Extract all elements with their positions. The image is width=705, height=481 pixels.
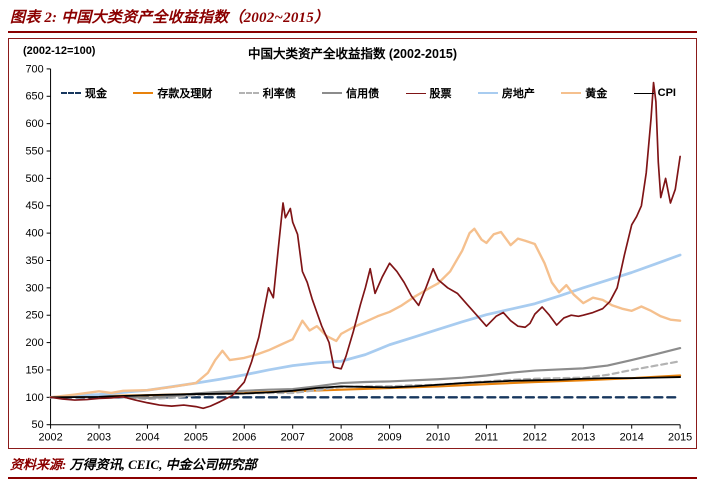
x-tick-label: 2012 (523, 432, 547, 444)
x-tick-label: 2005 (184, 432, 208, 444)
chart-title: 中国大类资产全收益指数 (2002-2015) (247, 47, 458, 61)
y-tick-label: 700 (26, 63, 44, 75)
y-tick-label: 200 (26, 337, 44, 349)
chart-header: (2002-12=100) 中国大类资产全收益指数 (2002-2015) (13, 43, 692, 61)
y-tick-label: 350 (26, 255, 44, 267)
series-line-gold (49, 227, 682, 399)
series-line-real-estate (49, 253, 682, 399)
y-tick-label: 150 (26, 364, 44, 376)
chart-panel: (2002-12=100) 中国大类资产全收益指数 (2002-2015) 现金… (8, 38, 697, 450)
series-line-credit-bonds (49, 347, 682, 400)
series-line-stocks (49, 81, 681, 410)
y-tick-label: 50 (32, 419, 44, 431)
y-tick-label: 450 (26, 200, 44, 212)
x-tick-label: 2013 (571, 432, 595, 444)
x-tick-label: 2007 (281, 432, 305, 444)
x-tick-label: 2010 (426, 432, 450, 444)
source-label: 资料来源: (10, 457, 67, 473)
x-tick-label: 2002 (38, 432, 62, 444)
x-tick-label: 2006 (232, 432, 256, 444)
y-tick-label: 250 (26, 310, 44, 322)
y-tick-label: 550 (26, 145, 44, 157)
source-text: 万得资讯, CEIC, 中金公司研究部 (66, 457, 257, 473)
source-note: 资料来源: 万得资讯, CEIC, 中金公司研究部 (8, 449, 697, 476)
y-tick-label: 400 (26, 228, 44, 240)
x-tick-label: 2011 (475, 432, 498, 444)
figure-title: 图表 2: 中国大类资产全收益指数（2002~2015） (10, 10, 330, 26)
title-divider (8, 31, 697, 33)
x-tick-label: 2004 (135, 432, 159, 444)
index-base-note: (2002-12=100) (23, 45, 96, 57)
x-tick-label: 2008 (329, 432, 353, 444)
series-line-cpi (49, 376, 682, 399)
x-tick-label: 2009 (377, 432, 401, 444)
plot-area: 现金 存款及理财 利率债 信用债 股票 房地产 黄金 CPI 50 100 150 200 250 30… (13, 61, 692, 448)
bottom-divider (8, 477, 697, 480)
y-tick-label: 100 (26, 392, 44, 404)
y-tick-label: 600 (26, 118, 44, 130)
line-chart: 50 100 150 200 250 300 350 400 450 500 550 600 650 70… (26, 63, 692, 444)
x-tick-label: 2003 (87, 432, 111, 444)
y-tick-label: 650 (26, 91, 44, 103)
y-tick-label: 500 (26, 173, 44, 185)
x-tick-label: 2014 (620, 432, 644, 444)
x-tick-label: 2015 (668, 432, 692, 444)
y-tick-label: 300 (26, 282, 44, 294)
